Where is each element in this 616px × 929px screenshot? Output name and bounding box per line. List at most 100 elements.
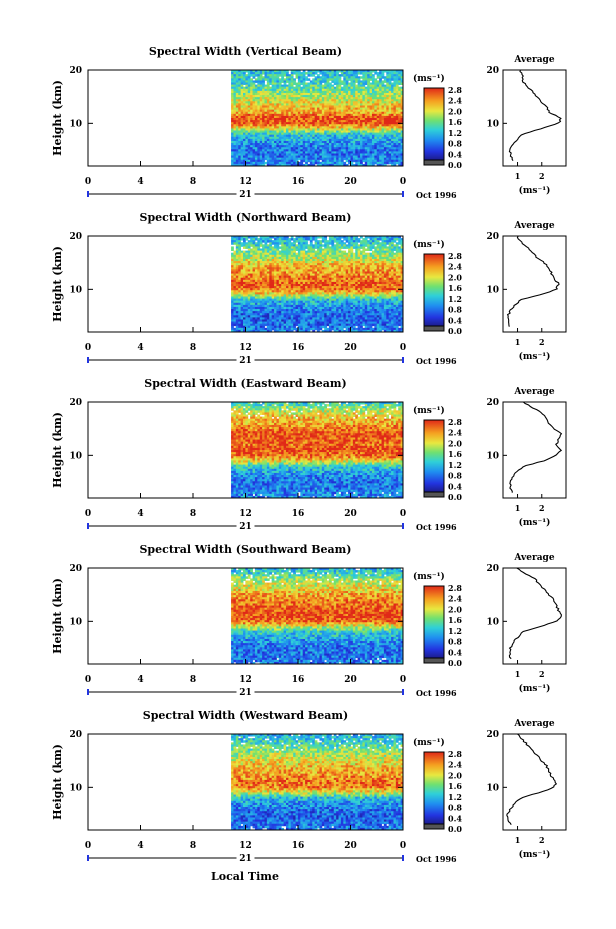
colorbar-tick-label: 2.0 [448, 106, 462, 116]
heatmap-cell [305, 90, 308, 94]
heatmap-cell [305, 105, 308, 108]
heatmap-cell [379, 105, 382, 108]
heatmap-cell [302, 78, 306, 81]
heatmap-cell [362, 111, 366, 115]
heatmap-cell [293, 99, 296, 102]
heatmap-cell [302, 84, 306, 88]
heatmap-cell [326, 99, 330, 102]
heatmap-cell [400, 86, 404, 90]
heatmap-cell [367, 74, 370, 77]
heatmap-cell [331, 88, 335, 92]
heatmap-cell [269, 122, 273, 125]
heatmap-cell [285, 120, 289, 123]
heatmap-cell [367, 113, 370, 117]
heatmap-cell [264, 92, 268, 96]
heatmap-cell [276, 113, 280, 117]
heatmap-cell [386, 80, 390, 83]
heatmap-cell [243, 107, 246, 111]
heatmap-cell [386, 120, 390, 123]
heatmap-cell [290, 103, 294, 106]
heatmap-cell [343, 120, 347, 123]
heatmap-cell [293, 97, 296, 100]
heatmap-cell [379, 122, 382, 125]
heatmap-cell [266, 76, 270, 79]
heatmap-cell [362, 97, 366, 100]
heatmap-cell [328, 82, 332, 86]
heatmap-cell [283, 86, 287, 90]
heatmap-cell [254, 124, 258, 127]
heatmap-cell [338, 111, 342, 115]
heatmap-cell [374, 103, 378, 106]
heatmap-cell [326, 86, 330, 90]
heatmap-cell [314, 95, 318, 98]
heatmap-cell [383, 101, 387, 104]
heatmap-cell [231, 105, 234, 108]
heatmap-cell [305, 113, 308, 117]
heatmap-cell [345, 82, 349, 86]
heatmap-cell [395, 111, 399, 115]
heatmap-cell [235, 88, 239, 92]
heatmap-cell [352, 124, 356, 127]
heatmap-cell [283, 95, 287, 98]
heatmap-cell [331, 118, 335, 121]
heatmap-cell [393, 99, 397, 102]
heatmap-cell [240, 105, 244, 108]
heatmap-cell [381, 120, 385, 123]
heatmap-cell [331, 90, 335, 94]
heatmap-cell [252, 76, 256, 79]
heatmap-cell [376, 97, 380, 100]
heatmap-cell [398, 86, 402, 90]
heatmap-cell [357, 86, 361, 90]
heatmap-cell [307, 159, 311, 163]
heatmap-cell [231, 101, 234, 104]
heatmap-cell [371, 78, 375, 81]
heatmap-cell [381, 109, 385, 113]
heatmap-cell [352, 122, 356, 125]
heatmap-cell [276, 122, 280, 125]
heatmap-cell [352, 74, 356, 77]
heatmap-cell [245, 78, 249, 81]
heatmap-cell [300, 76, 304, 79]
heatmap-cell [321, 78, 325, 81]
heatmap-cell [278, 113, 282, 117]
heatmap-cell [345, 88, 349, 92]
heatmap-cell [240, 109, 244, 113]
heatmap-cell [240, 92, 244, 96]
heatmap-cell [278, 246, 282, 249]
heatmap-cell [374, 99, 378, 102]
heatmap-cell [400, 105, 404, 108]
heatmap-cell [321, 103, 325, 106]
heatmap-cell [247, 92, 251, 96]
heatmap-cell [343, 157, 347, 161]
heatmap-cell [321, 120, 325, 123]
heatmap-cell [362, 86, 366, 90]
heatmap-cell [266, 115, 270, 119]
heatmap-cell [247, 111, 251, 115]
heatmap-cell [271, 118, 275, 121]
heatmap-cell [262, 124, 265, 127]
heatmap-cell [321, 105, 325, 108]
heatmap-cell [343, 105, 347, 108]
heatmap-cell [252, 99, 256, 102]
panel-1: Spectral Width (Vertical Beam)1020Height… [51, 45, 567, 200]
heatmap-cell [367, 101, 370, 104]
heatmap-cell [374, 111, 378, 115]
heatmap-cell [343, 84, 347, 88]
heatmap-cell [362, 122, 366, 125]
heatmap-cell [257, 90, 261, 94]
heatmap-cell [328, 90, 332, 94]
heatmap-cell [240, 118, 244, 121]
heatmap-cell [386, 99, 390, 102]
heatmap-cell [374, 72, 378, 75]
heatmap-cell [391, 101, 394, 104]
heatmap-cell [288, 86, 292, 90]
heatmap-cell [276, 124, 280, 127]
heatmap-cell [386, 118, 390, 121]
heatmap-cell [243, 122, 246, 125]
heatmap-cell [233, 107, 237, 111]
heatmap-cell [271, 120, 275, 123]
heatmap-cell [231, 111, 234, 115]
heatmap-cell [388, 88, 392, 92]
heatmap-cell [383, 113, 387, 117]
heatmap-cell [240, 113, 244, 117]
